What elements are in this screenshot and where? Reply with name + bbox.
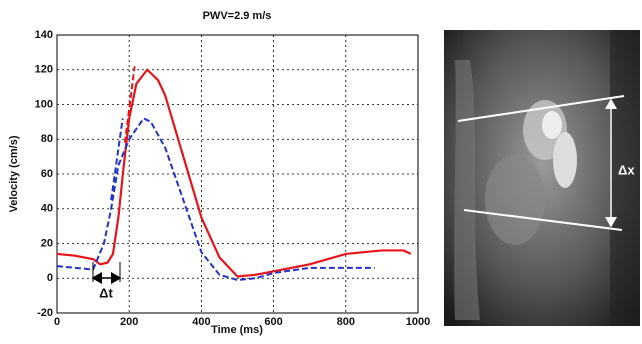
image-label: Δx (618, 162, 635, 177)
x-tick-label: 1000 (406, 316, 430, 328)
y-tick-label: -20 (37, 307, 53, 319)
x-tick-label: 400 (192, 316, 210, 328)
y-tick-label: 120 (35, 64, 53, 76)
x-axis-label: Time (ms) (211, 324, 263, 336)
series-line (57, 118, 375, 280)
x-tick-label: 200 (120, 316, 138, 328)
y-tick-label: 40 (41, 203, 53, 215)
y-tick-label: 80 (41, 133, 53, 145)
y-tick-label: 140 (35, 29, 53, 41)
y-axis-label: Velocity (cm/s) (8, 135, 20, 212)
annotation: Δt (99, 285, 113, 300)
plot (57, 35, 418, 313)
y-tick-label: 0 (47, 272, 53, 284)
x-tick-label: 600 (264, 316, 282, 328)
y-tick-label: 60 (41, 168, 53, 180)
y-tick-label: 100 (35, 98, 53, 110)
y-tick-label: 20 (41, 237, 53, 249)
series-line (57, 70, 411, 277)
x-tick-label: 0 (54, 316, 60, 328)
chart-title: PWV=2.9 m/s (203, 10, 272, 22)
x-tick-label: 800 (337, 316, 355, 328)
page: PWV=2.9 m/s Velocity (cm/s) Time (ms) Δx… (0, 0, 642, 339)
mri-image (444, 30, 640, 326)
